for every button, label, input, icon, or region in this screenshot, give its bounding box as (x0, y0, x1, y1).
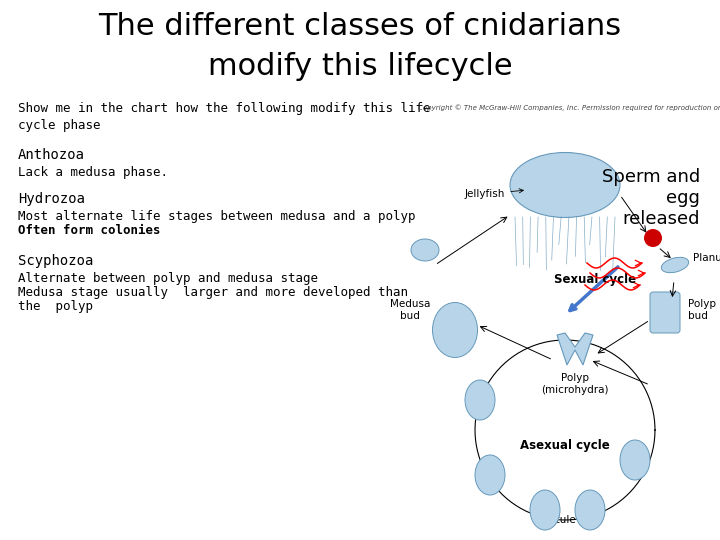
Ellipse shape (530, 490, 560, 530)
Ellipse shape (662, 258, 688, 273)
Text: Asexual cycle: Asexual cycle (520, 438, 610, 451)
Text: Polyp
(microhydra): Polyp (microhydra) (541, 373, 608, 395)
Text: Anthozoa: Anthozoa (18, 148, 85, 162)
Text: Scyphozoa: Scyphozoa (18, 254, 94, 268)
Ellipse shape (433, 302, 477, 357)
Text: Polyp
bud: Polyp bud (688, 299, 716, 321)
Text: Most alternate life stages between medusa and a polyp: Most alternate life stages between medus… (18, 210, 415, 223)
Text: Jellyfish: Jellyfish (465, 188, 523, 199)
Text: Lack a medusa phase.: Lack a medusa phase. (18, 166, 168, 179)
Text: Planula: Planula (693, 253, 720, 263)
Ellipse shape (411, 239, 439, 261)
Text: Often form colonies: Often form colonies (18, 224, 161, 237)
Text: Sperm and
egg
released: Sperm and egg released (602, 168, 700, 227)
Ellipse shape (620, 440, 650, 480)
Text: Frustule: Frustule (534, 515, 576, 525)
Ellipse shape (510, 152, 620, 218)
Text: Show me in the chart how the following modify this life
cycle phase: Show me in the chart how the following m… (18, 102, 431, 132)
Text: Alternate between polyp and medusa stage: Alternate between polyp and medusa stage (18, 272, 318, 285)
Text: the  polyp: the polyp (18, 300, 93, 313)
Ellipse shape (465, 380, 495, 420)
Ellipse shape (575, 490, 605, 530)
Text: Medusa
bud: Medusa bud (390, 299, 430, 321)
Circle shape (644, 229, 662, 247)
Text: modify this lifecycle: modify this lifecycle (207, 52, 513, 81)
Text: Medusa stage usually  larger and more developed than: Medusa stage usually larger and more dev… (18, 286, 408, 299)
Text: Sexual cycle: Sexual cycle (554, 273, 636, 286)
Text: Hydrozoa: Hydrozoa (18, 192, 85, 206)
Polygon shape (557, 333, 593, 365)
Ellipse shape (475, 455, 505, 495)
Text: Copyright © The McGraw-Hill Companies, Inc. Permission required for reproduction: Copyright © The McGraw-Hill Companies, I… (418, 104, 720, 111)
Text: The different classes of cnidarians: The different classes of cnidarians (99, 12, 621, 41)
FancyBboxPatch shape (650, 292, 680, 333)
